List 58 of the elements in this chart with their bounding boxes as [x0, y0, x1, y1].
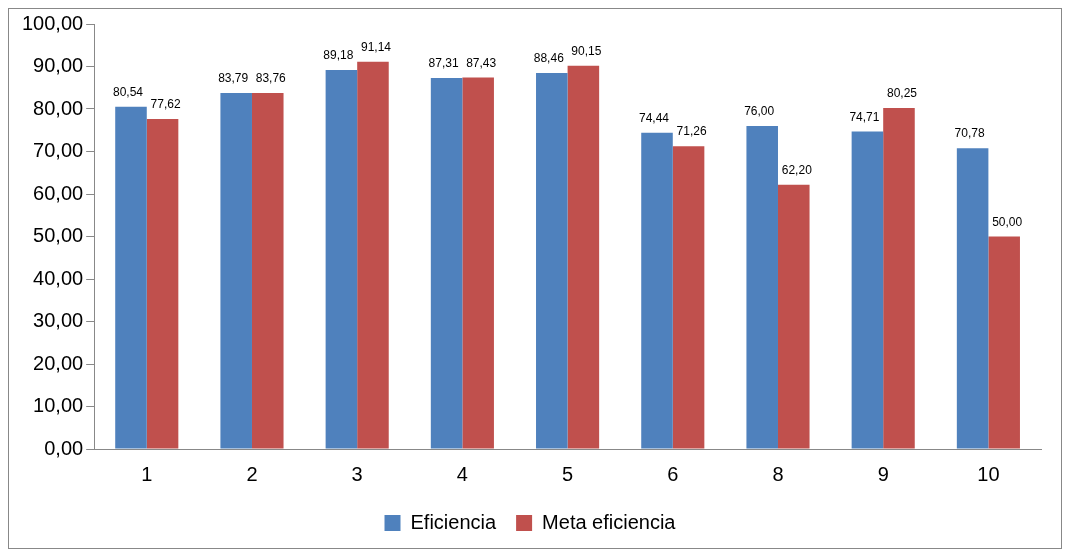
- data-label: 83,76: [255, 71, 287, 86]
- bar: [251, 93, 284, 449]
- bar: [462, 77, 494, 449]
- y-tick-label: 0,00: [44, 436, 84, 459]
- legend-label: Eficiencia: [410, 510, 497, 533]
- bar: [536, 73, 568, 449]
- x-tick-label: 9: [877, 462, 889, 485]
- y-tick-label: 80,00: [33, 96, 84, 119]
- bar: [851, 131, 884, 449]
- bar: [430, 77, 463, 449]
- y-tick-label: 30,00: [33, 309, 84, 332]
- x-tick-label: 6: [667, 462, 679, 485]
- x-tick-label: 10: [977, 462, 1000, 485]
- data-label: 80,25: [886, 86, 918, 101]
- bar: [220, 92, 252, 449]
- bar: [146, 119, 179, 449]
- data-label: 87,31: [428, 56, 459, 71]
- x-tick-label: 1: [141, 462, 153, 485]
- y-tick-label: 60,00: [33, 181, 84, 204]
- data-label: 74,71: [849, 109, 880, 124]
- bar: [641, 132, 673, 449]
- legend-label: Meta eficiencia: [542, 510, 677, 533]
- x-tick-label: 3: [351, 462, 363, 485]
- y-tick-label: 20,00: [33, 351, 84, 374]
- x-tick-label: 5: [562, 462, 574, 485]
- data-label: 83,79: [218, 71, 249, 86]
- bar: [777, 184, 810, 449]
- data-label: 87,43: [466, 55, 497, 70]
- y-tick-label: 10,00: [33, 394, 84, 417]
- bar: [115, 106, 147, 449]
- data-label: 74,44: [638, 110, 670, 125]
- y-tick-label: 40,00: [33, 266, 84, 289]
- x-tick-label: 2: [246, 462, 258, 485]
- bar: [357, 61, 389, 449]
- data-label: 71,26: [676, 124, 707, 139]
- data-label: 80,54: [112, 85, 144, 100]
- y-tick-label: 90,00: [33, 54, 84, 77]
- x-tick-label: 8: [772, 462, 784, 485]
- bar: [672, 146, 705, 449]
- data-label: 50,00: [992, 214, 1023, 229]
- data-label: 90,15: [571, 44, 602, 59]
- bar: [956, 148, 989, 449]
- bar: [567, 65, 600, 449]
- bar: [883, 107, 915, 449]
- data-label: 77,62: [150, 97, 181, 112]
- data-label: 70,78: [954, 126, 985, 141]
- data-label: 76,00: [744, 104, 775, 119]
- bar: [746, 126, 778, 449]
- data-label: 88,46: [533, 51, 565, 66]
- y-tick-label: 50,00: [33, 224, 84, 247]
- bar: [988, 236, 1020, 449]
- bar: [325, 69, 358, 449]
- data-label: 91,14: [360, 39, 392, 54]
- data-label: 89,18: [323, 48, 354, 63]
- y-tick-label: 70,00: [33, 139, 84, 162]
- y-tick-label: 100,00: [22, 11, 84, 34]
- data-label: 62,20: [781, 162, 813, 177]
- x-tick-label: 4: [456, 462, 468, 485]
